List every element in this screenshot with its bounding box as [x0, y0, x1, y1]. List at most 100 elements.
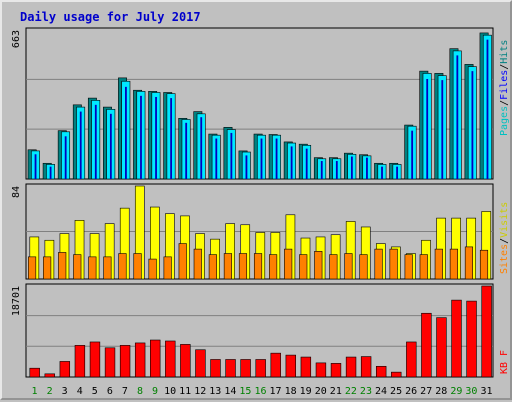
- legend-entry: /: [499, 100, 510, 106]
- kbytes-bar: [44, 373, 55, 378]
- sites-bar: [208, 254, 217, 280]
- pages-bar: [260, 138, 263, 179]
- sites-bar: [404, 254, 413, 280]
- legend-entry: /: [499, 64, 510, 70]
- pages-bar: [471, 71, 474, 179]
- pages-bar: [335, 161, 338, 179]
- pages-bar: [94, 104, 97, 179]
- sites-bar: [359, 254, 368, 280]
- legend-entry: Visits: [499, 202, 510, 238]
- kbytes-bar: [195, 349, 206, 378]
- pages-bar: [396, 166, 398, 179]
- kbytes-bar: [391, 371, 402, 378]
- pages-bar: [185, 122, 188, 179]
- kbytes-bar: [345, 356, 357, 378]
- legend-entry: Pages: [499, 106, 510, 136]
- x-tick-label: 6: [107, 386, 113, 397]
- sites-bar: [238, 253, 248, 280]
- pages-bar: [200, 117, 203, 179]
- x-tick-label: 28: [435, 386, 447, 397]
- x-tick-label: 5: [92, 386, 98, 397]
- pages-bar: [155, 96, 157, 179]
- kbytes-bar: [210, 359, 221, 378]
- kbytes-bar: [119, 345, 131, 378]
- sites-bar: [223, 253, 232, 280]
- kbytes-bar: [360, 356, 372, 378]
- sites-bar: [73, 254, 82, 280]
- x-tick-label: 29: [450, 386, 462, 397]
- sites-bar: [314, 251, 323, 280]
- sites-bar: [284, 248, 293, 280]
- kbytes-bar: [180, 344, 191, 378]
- sites-bar: [344, 253, 353, 280]
- kbytes-bar: [375, 365, 387, 378]
- x-tick-label: 30: [465, 386, 477, 397]
- pages-bar: [456, 55, 459, 179]
- kbytes-bar: [225, 359, 236, 378]
- pages-bar: [49, 166, 52, 179]
- sites-bar: [253, 253, 263, 280]
- sites-bar: [148, 258, 157, 280]
- kbytes-bar: [315, 362, 327, 378]
- x-tick-label: 7: [122, 386, 128, 397]
- pages-bar: [215, 138, 218, 179]
- sites-bar: [389, 248, 398, 280]
- legend-entry: Files: [499, 70, 510, 100]
- kbytes-bar: [451, 299, 462, 378]
- pages-bar: [486, 39, 489, 179]
- pages-bar: [426, 78, 429, 179]
- pages-bar: [381, 166, 383, 179]
- kbytes-bar: [150, 339, 161, 378]
- kbytes-bar: [466, 300, 477, 378]
- pages-bar: [34, 154, 37, 179]
- sites-bar: [269, 254, 278, 280]
- x-tick-label: 2: [47, 386, 53, 397]
- sites-bar: [58, 252, 67, 280]
- legend-hits-files-pages: Pages/Files/Hits: [499, 40, 510, 136]
- sites-bar: [434, 248, 443, 280]
- kbytes-bar: [270, 352, 281, 378]
- x-tick-label: 8: [137, 386, 143, 397]
- chart-title: Daily usage for July 2017: [20, 10, 201, 24]
- kbytes-bar: [29, 367, 40, 378]
- pages-bar: [140, 95, 142, 179]
- legend-entry: Hits: [499, 40, 510, 64]
- kbytes-bar: [89, 341, 101, 378]
- x-tick-label: 27: [420, 386, 432, 397]
- x-tick-label: 23: [360, 386, 372, 397]
- sites-bar: [374, 248, 383, 280]
- pages-bar: [170, 98, 173, 179]
- legend-entry: /: [499, 238, 510, 244]
- kbytes-bar: [165, 340, 176, 378]
- sites-bar: [118, 253, 127, 280]
- sites-bar: [43, 256, 52, 280]
- x-tick-label: 15: [239, 386, 251, 397]
- pages-bar: [275, 138, 278, 179]
- sites-bar: [178, 243, 187, 280]
- sites-bar: [28, 256, 37, 280]
- legend-kbytes: KB F: [499, 350, 510, 374]
- pages-bar: [109, 113, 112, 179]
- x-tick-label: 18: [285, 386, 297, 397]
- legend-sites-visits: Sites/Visits: [499, 202, 510, 274]
- x-tick-label: 12: [194, 386, 206, 397]
- kbytes-bar: [406, 341, 417, 378]
- x-tick-label: 17: [270, 386, 282, 397]
- legend-entry: Sites: [499, 244, 510, 274]
- kbytes-bar: [255, 359, 266, 378]
- pages-bar: [245, 155, 248, 179]
- x-tick-label: 13: [209, 386, 221, 397]
- x-tick-label: 21: [330, 386, 342, 397]
- x-tick-label: 31: [480, 386, 492, 397]
- kbytes-bar: [300, 356, 312, 378]
- pages-bar: [441, 80, 444, 179]
- kbytes-bar: [59, 361, 71, 378]
- pages-bar: [320, 161, 323, 179]
- x-tick-label: 25: [390, 386, 402, 397]
- x-tick-label: 1: [32, 386, 38, 397]
- pages-bar: [305, 148, 308, 179]
- sites-bar: [329, 254, 338, 280]
- x-tick-label: 19: [300, 386, 312, 397]
- x-tick-label: 16: [254, 386, 266, 397]
